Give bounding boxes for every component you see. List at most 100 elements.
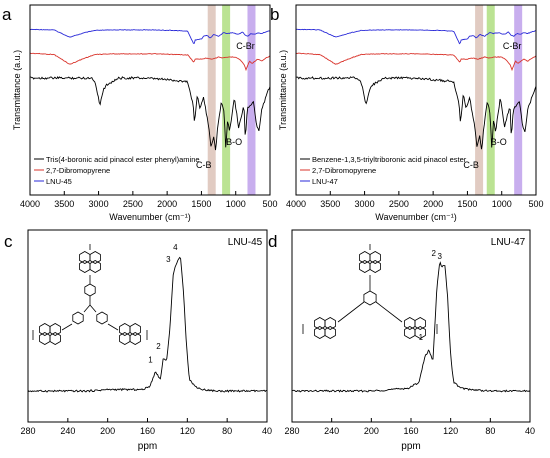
x-tick-label: 40 (262, 426, 272, 436)
bond (375, 301, 403, 323)
ring (324, 326, 336, 339)
peak-label: 3 (437, 252, 442, 261)
x-tick-label: 200 (364, 426, 379, 436)
ring (119, 332, 131, 345)
ring (369, 251, 381, 264)
ring (369, 260, 381, 273)
legend-entry: 2,7-Dibromopyrene (312, 166, 376, 175)
ring (129, 323, 141, 336)
y-axis-label: Transmittance (a.u.) (278, 50, 288, 130)
ring (49, 323, 61, 336)
ring (72, 311, 84, 325)
x-tick-label: 3000 (355, 199, 375, 209)
x-axis-label: ppm (401, 441, 420, 452)
ring (314, 317, 326, 330)
panel-letter: a (2, 5, 12, 24)
x-tick-label: 40 (525, 426, 535, 436)
plot-frame (27, 229, 268, 423)
legend-entry: Benzene-1,3,5-triyltriboronic acid pinac… (312, 155, 467, 164)
ring (314, 326, 326, 339)
peak-label: 4 (173, 243, 178, 252)
ring (89, 251, 101, 264)
ring (324, 317, 336, 330)
band-b-o (222, 5, 231, 195)
bond (61, 323, 73, 331)
series-line (27, 256, 268, 393)
plot-frame (29, 4, 271, 196)
x-tick-label: 1500 (191, 199, 211, 209)
x-tick-label: 280 (20, 426, 35, 436)
annotation-c-b: C-B (196, 160, 212, 170)
annotation-c-b: C-B (463, 160, 479, 170)
legend-entry: LNU-45 (46, 177, 72, 186)
band-c-b (475, 5, 484, 195)
annotation-c-br: C-Br (236, 41, 255, 51)
x-axis-label: ppm (138, 441, 157, 452)
panel-c: c 280 240 200 160 120 80 40 ppm LNU-45 12 34 (4, 229, 272, 452)
peak-label: 2 (156, 342, 161, 351)
annotation-c-br: C-Br (503, 41, 522, 51)
bond (107, 323, 119, 331)
x-tick-label: 200 (100, 426, 115, 436)
legend-entry: LNU-47 (312, 177, 338, 186)
legend-entry: Tris(4-boronic acid pinacol ester phenyl… (46, 155, 200, 164)
series-line (29, 28, 270, 44)
x-axis-label: Wavenumber (cm⁻¹) (109, 212, 190, 222)
panel-letter: d (268, 232, 277, 251)
x-tick-label: 500 (262, 199, 277, 209)
peak-label: 1 (148, 355, 153, 364)
ring (359, 251, 371, 264)
ring (96, 311, 108, 325)
x-axis-label: Wavenumber (cm⁻¹) (375, 212, 456, 222)
x-tick-label: 3500 (54, 199, 74, 209)
x-tick-label: 280 (284, 426, 299, 436)
ring (89, 260, 101, 273)
ring (129, 332, 141, 345)
x-tick-label: 1000 (226, 199, 246, 209)
panel-letter: b (270, 5, 279, 24)
ring (363, 290, 377, 306)
ring (404, 317, 416, 330)
y-axis-label: Transmittance (a.u.) (12, 50, 22, 130)
series-line (295, 76, 537, 150)
band-b-o (486, 5, 495, 195)
band-c-b (207, 5, 216, 195)
peak-label: 3 (166, 255, 171, 264)
x-tick-label: 2500 (123, 199, 143, 209)
chart-title: LNU-47 (491, 237, 526, 248)
x-tick-label: 120 (180, 426, 195, 436)
series-line (29, 76, 271, 151)
ring (79, 251, 91, 264)
series-line (29, 52, 271, 72)
x-tick-label: 4000 (286, 199, 306, 209)
panel-a: a 4000 3500 3000 2500 2000 1500 1000 500 Wavenumb… (2, 4, 278, 222)
ring (39, 332, 51, 345)
x-tick-label: 80 (222, 426, 232, 436)
band-c-br (514, 5, 523, 195)
x-tick-label: 4000 (20, 199, 40, 209)
ring (414, 326, 426, 339)
chart-title: LNU-45 (228, 237, 263, 248)
x-tick-label: 2000 (157, 199, 177, 209)
plot-frame (291, 229, 531, 423)
x-tick-label: 1000 (492, 199, 512, 209)
structure-lnu-47 (302, 244, 438, 339)
x-tick-label: 3000 (89, 199, 109, 209)
ring (79, 260, 91, 273)
bond (89, 304, 97, 313)
bond (83, 304, 91, 313)
x-tick-label: 1500 (457, 199, 477, 209)
x-tick-label: 240 (324, 426, 339, 436)
legend-entry: 2,7-Dibromopyrene (46, 166, 110, 175)
x-tick-label: 160 (140, 426, 155, 436)
plot-frame (295, 4, 537, 196)
ring (49, 332, 61, 345)
x-tick-label: 3500 (320, 199, 340, 209)
x-tick-label: 160 (403, 426, 418, 436)
x-tick-label: 2000 (423, 199, 443, 209)
x-tick-label: 240 (60, 426, 75, 436)
ring (414, 317, 426, 330)
annotation-b-o: B-O (491, 137, 507, 147)
